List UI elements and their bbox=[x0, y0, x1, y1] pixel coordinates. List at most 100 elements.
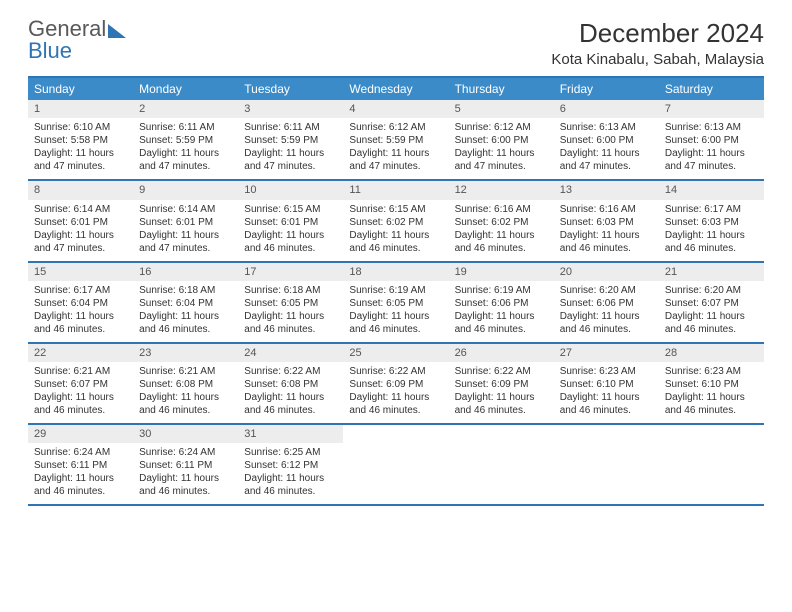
day-number: 12 bbox=[449, 181, 554, 199]
sunrise-line: Sunrise: 6:16 AM bbox=[560, 203, 653, 216]
daylight-line: Daylight: 11 hours and 46 minutes. bbox=[139, 391, 232, 417]
sunset-line: Sunset: 5:59 PM bbox=[139, 134, 232, 147]
day-cell: 19Sunrise: 6:19 AMSunset: 6:06 PMDayligh… bbox=[449, 263, 554, 342]
sunset-line: Sunset: 6:06 PM bbox=[455, 297, 548, 310]
daylight-line: Daylight: 11 hours and 46 minutes. bbox=[244, 229, 337, 255]
daylight-line: Daylight: 11 hours and 47 minutes. bbox=[34, 229, 127, 255]
daylight-line: Daylight: 11 hours and 46 minutes. bbox=[560, 310, 653, 336]
weekday-header: Thursday bbox=[449, 78, 554, 100]
logo-triangle-icon bbox=[108, 24, 126, 38]
daylight-line: Daylight: 11 hours and 46 minutes. bbox=[34, 310, 127, 336]
day-cell: 10Sunrise: 6:15 AMSunset: 6:01 PMDayligh… bbox=[238, 181, 343, 260]
weekday-header: Saturday bbox=[659, 78, 764, 100]
day-cell: 20Sunrise: 6:20 AMSunset: 6:06 PMDayligh… bbox=[554, 263, 659, 342]
day-body: Sunrise: 6:16 AMSunset: 6:02 PMDaylight:… bbox=[449, 200, 554, 261]
daylight-line: Daylight: 11 hours and 47 minutes. bbox=[455, 147, 548, 173]
day-body: Sunrise: 6:24 AMSunset: 6:11 PMDaylight:… bbox=[28, 443, 133, 504]
day-number: 14 bbox=[659, 181, 764, 199]
daylight-line: Daylight: 11 hours and 46 minutes. bbox=[455, 391, 548, 417]
sunset-line: Sunset: 6:10 PM bbox=[560, 378, 653, 391]
sunset-line: Sunset: 6:09 PM bbox=[349, 378, 442, 391]
sunrise-line: Sunrise: 6:21 AM bbox=[139, 365, 232, 378]
day-body: Sunrise: 6:16 AMSunset: 6:03 PMDaylight:… bbox=[554, 200, 659, 261]
sunrise-line: Sunrise: 6:23 AM bbox=[560, 365, 653, 378]
daylight-line: Daylight: 11 hours and 47 minutes. bbox=[665, 147, 758, 173]
weekday-header: Monday bbox=[133, 78, 238, 100]
sunset-line: Sunset: 6:00 PM bbox=[560, 134, 653, 147]
sunrise-line: Sunrise: 6:23 AM bbox=[665, 365, 758, 378]
day-number: 3 bbox=[238, 100, 343, 118]
sunrise-line: Sunrise: 6:18 AM bbox=[244, 284, 337, 297]
day-cell: 12Sunrise: 6:16 AMSunset: 6:02 PMDayligh… bbox=[449, 181, 554, 260]
day-body: Sunrise: 6:10 AMSunset: 5:58 PMDaylight:… bbox=[28, 118, 133, 179]
sunset-line: Sunset: 6:01 PM bbox=[244, 216, 337, 229]
logo: General Blue bbox=[28, 18, 126, 62]
day-number: 16 bbox=[133, 263, 238, 281]
sunrise-line: Sunrise: 6:12 AM bbox=[349, 121, 442, 134]
day-cell: 28Sunrise: 6:23 AMSunset: 6:10 PMDayligh… bbox=[659, 344, 764, 423]
sunrise-line: Sunrise: 6:21 AM bbox=[34, 365, 127, 378]
calendar-page: General Blue December 2024 Kota Kinabalu… bbox=[0, 0, 792, 524]
sunset-line: Sunset: 6:05 PM bbox=[349, 297, 442, 310]
day-number: 1 bbox=[28, 100, 133, 118]
weekday-header: Friday bbox=[554, 78, 659, 100]
daylight-line: Daylight: 11 hours and 46 minutes. bbox=[139, 472, 232, 498]
day-number: 21 bbox=[659, 263, 764, 281]
day-body: Sunrise: 6:11 AMSunset: 5:59 PMDaylight:… bbox=[238, 118, 343, 179]
sunset-line: Sunset: 6:04 PM bbox=[139, 297, 232, 310]
sunrise-line: Sunrise: 6:19 AM bbox=[455, 284, 548, 297]
sunrise-line: Sunrise: 6:18 AM bbox=[139, 284, 232, 297]
day-cell: 5Sunrise: 6:12 AMSunset: 6:00 PMDaylight… bbox=[449, 100, 554, 179]
daylight-line: Daylight: 11 hours and 46 minutes. bbox=[665, 310, 758, 336]
daylight-line: Daylight: 11 hours and 47 minutes. bbox=[139, 147, 232, 173]
sunrise-line: Sunrise: 6:15 AM bbox=[349, 203, 442, 216]
sunrise-line: Sunrise: 6:22 AM bbox=[455, 365, 548, 378]
day-number: 11 bbox=[343, 181, 448, 199]
daylight-line: Daylight: 11 hours and 47 minutes. bbox=[349, 147, 442, 173]
day-body: Sunrise: 6:12 AMSunset: 5:59 PMDaylight:… bbox=[343, 118, 448, 179]
day-cell: 11Sunrise: 6:15 AMSunset: 6:02 PMDayligh… bbox=[343, 181, 448, 260]
day-number bbox=[659, 425, 764, 443]
day-body: Sunrise: 6:13 AMSunset: 6:00 PMDaylight:… bbox=[554, 118, 659, 179]
day-cell bbox=[554, 425, 659, 504]
daylight-line: Daylight: 11 hours and 46 minutes. bbox=[560, 229, 653, 255]
page-header: General Blue December 2024 Kota Kinabalu… bbox=[28, 18, 764, 68]
day-body: Sunrise: 6:14 AMSunset: 6:01 PMDaylight:… bbox=[28, 200, 133, 261]
day-cell: 17Sunrise: 6:18 AMSunset: 6:05 PMDayligh… bbox=[238, 263, 343, 342]
sunset-line: Sunset: 5:59 PM bbox=[244, 134, 337, 147]
weekday-header-row: SundayMondayTuesdayWednesdayThursdayFrid… bbox=[28, 78, 764, 100]
calendar-grid: SundayMondayTuesdayWednesdayThursdayFrid… bbox=[28, 76, 764, 506]
day-number: 25 bbox=[343, 344, 448, 362]
day-cell: 26Sunrise: 6:22 AMSunset: 6:09 PMDayligh… bbox=[449, 344, 554, 423]
sunset-line: Sunset: 6:05 PM bbox=[244, 297, 337, 310]
day-number: 23 bbox=[133, 344, 238, 362]
day-body: Sunrise: 6:22 AMSunset: 6:08 PMDaylight:… bbox=[238, 362, 343, 423]
sunset-line: Sunset: 6:09 PM bbox=[455, 378, 548, 391]
sunset-line: Sunset: 6:12 PM bbox=[244, 459, 337, 472]
sunrise-line: Sunrise: 6:13 AM bbox=[665, 121, 758, 134]
weeks-container: 1Sunrise: 6:10 AMSunset: 5:58 PMDaylight… bbox=[28, 100, 764, 506]
sunset-line: Sunset: 5:58 PM bbox=[34, 134, 127, 147]
day-number bbox=[554, 425, 659, 443]
sunset-line: Sunset: 6:03 PM bbox=[665, 216, 758, 229]
day-body: Sunrise: 6:11 AMSunset: 5:59 PMDaylight:… bbox=[133, 118, 238, 179]
day-number: 20 bbox=[554, 263, 659, 281]
day-number: 30 bbox=[133, 425, 238, 443]
day-cell: 16Sunrise: 6:18 AMSunset: 6:04 PMDayligh… bbox=[133, 263, 238, 342]
daylight-line: Daylight: 11 hours and 46 minutes. bbox=[560, 391, 653, 417]
day-cell bbox=[449, 425, 554, 504]
day-number: 22 bbox=[28, 344, 133, 362]
sunrise-line: Sunrise: 6:20 AM bbox=[560, 284, 653, 297]
day-cell: 13Sunrise: 6:16 AMSunset: 6:03 PMDayligh… bbox=[554, 181, 659, 260]
day-cell bbox=[343, 425, 448, 504]
day-cell: 31Sunrise: 6:25 AMSunset: 6:12 PMDayligh… bbox=[238, 425, 343, 504]
day-number: 9 bbox=[133, 181, 238, 199]
day-cell: 9Sunrise: 6:14 AMSunset: 6:01 PMDaylight… bbox=[133, 181, 238, 260]
sunset-line: Sunset: 6:00 PM bbox=[455, 134, 548, 147]
day-number: 19 bbox=[449, 263, 554, 281]
day-number: 4 bbox=[343, 100, 448, 118]
title-block: December 2024 Kota Kinabalu, Sabah, Mala… bbox=[551, 18, 764, 68]
day-body: Sunrise: 6:17 AMSunset: 6:04 PMDaylight:… bbox=[28, 281, 133, 342]
daylight-line: Daylight: 11 hours and 46 minutes. bbox=[665, 391, 758, 417]
day-cell: 22Sunrise: 6:21 AMSunset: 6:07 PMDayligh… bbox=[28, 344, 133, 423]
